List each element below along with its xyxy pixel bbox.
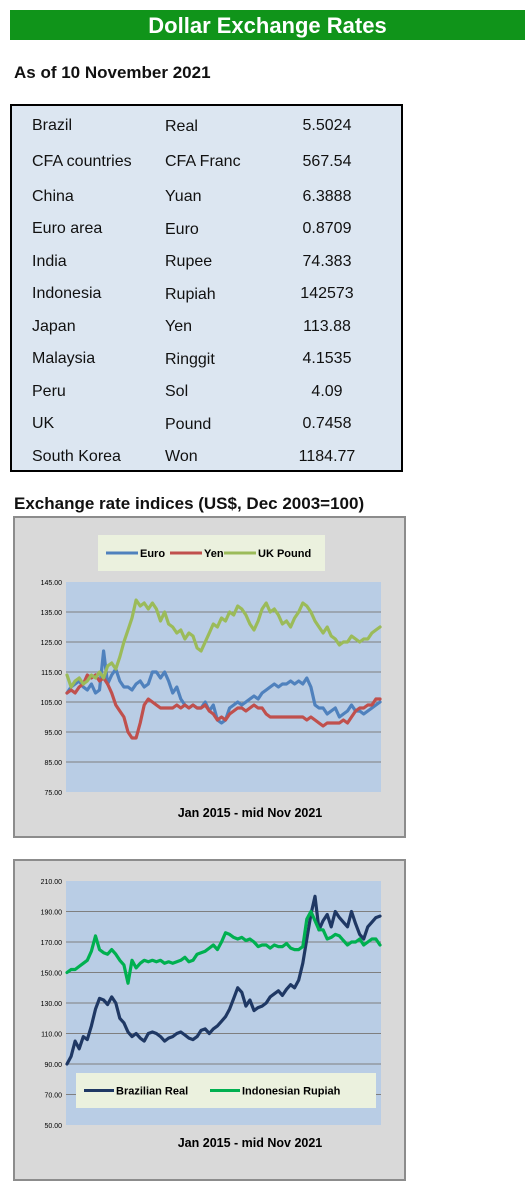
series-line-0 [65,649,382,725]
rate-row: Euro area Euro 0.8709 [32,213,389,246]
y-tick-label: 70.00 [44,1093,62,1100]
y-tick-label: 105.00 [41,700,63,707]
as-of-date: As of 10 November 2021 [14,63,211,82]
currency-cell: Ringgit [165,350,215,368]
rate-row: South Korea Won 1184.77 [32,441,389,474]
legend-label: UK Pound [258,548,311,560]
country-cell: CFA countries [32,152,132,170]
rate-value-cell: 74.383 [302,252,352,270]
exchange-rates-table-panel: Brazil Real 5.5024 CFA countries CFA Franc 56… [10,104,403,472]
y-tick-label: 85.00 [44,760,62,767]
rate-value-cell: 4.09 [311,382,343,400]
currency-cell: CFA Franc [165,153,241,170]
rate-value-cell: 5.5024 [302,117,352,135]
rate-value-cell: 113.88 [303,317,351,335]
y-tick-label: 90.00 [44,1062,62,1069]
currency-cell: Yen [165,318,192,336]
country-cell: Japan [32,317,76,335]
exchange-rates-table: Brazil Real 5.5024 CFA countries CFA Franc 56… [32,110,389,473]
country-cell: UK [32,415,55,433]
indices-heading: Exchange rate indices (US$, Dec 2003=100… [14,494,365,513]
legend-label: Brazilian Real [116,1086,188,1098]
country-cell: Peru [32,382,66,400]
rate-row: India Rupee 74.383 [32,246,389,279]
y-tick-label: 50.00 [44,1123,62,1130]
country-cell: South Korea [32,447,121,465]
x-axis-label: Jan 2015 - mid Nov 2021 [178,806,323,820]
country-cell: Malaysia [32,350,96,368]
rate-value-cell: 0.8709 [302,220,352,238]
y-tick-label: 115.00 [41,670,62,677]
rate-row: China Yuan 6.3888 [32,181,389,214]
currency-cell: Won [165,448,198,466]
y-tick-label: 150.00 [41,971,63,978]
country-cell: Euro area [32,220,103,238]
series-line-0 [65,894,382,1066]
country-cell: Brazil [32,117,73,135]
y-tick-label: 75.00 [44,790,62,797]
y-tick-label: 170.00 [41,940,63,947]
rate-row: UK Pound 0.7458 [32,408,389,441]
legend-label: Indonesian Rupiah [242,1086,341,1098]
y-tick-label: 210.00 [41,879,63,886]
currency-cell: Sol [165,383,189,401]
chart-euro-yen-pound: 145.00 135.00 125.00 115.00 105.00 95.00 85.00… [13,516,406,838]
rate-row: Malaysia Ringgit 4.1535 [32,343,389,376]
chart-euro-yen-pound-svg: 145.00 135.00 125.00 115.00 105.00 95.00 85.00… [41,535,382,820]
y-tick-label: 125.00 [41,640,63,647]
y-tick-label: 130.00 [41,1001,63,1008]
y-tick-label: 110.00 [41,1032,62,1039]
chart-real-rupiah: 210.00 190.00 170.00 150.00 130.00 110.00 90.0… [13,859,406,1181]
page-title-banner: Dollar Exchange Rates [10,10,525,40]
legend-label: Euro [140,548,165,560]
country-cell: India [32,252,67,270]
rate-row: CFA countries CFA Franc 567.54 [32,143,389,181]
currency-cell: Pound [165,415,212,433]
rate-row: Indonesia Rupiah 142573 [32,278,389,311]
series-line-1 [65,673,382,740]
series-line-2 [65,598,382,689]
plot-area [66,582,381,792]
currency-cell: Yuan [165,188,202,206]
rate-value-cell: 4.1535 [302,350,352,368]
y-tick-label: 95.00 [44,730,62,737]
currency-cell: Rupiah [165,285,216,303]
currency-cell: Rupee [165,253,213,271]
rate-value-cell: 1184.77 [298,447,356,465]
legend-label: Yen [204,548,224,560]
y-tick-label: 145.00 [41,580,63,587]
country-cell: China [32,187,74,205]
y-tick-label: 135.00 [41,610,63,617]
rate-row: Peru Sol 4.09 [32,376,389,409]
y-tick-label: 190.00 [41,910,63,917]
rate-value-cell: 142573 [300,285,354,303]
currency-cell: Euro [165,220,199,238]
rate-value-cell: 567.54 [302,152,352,170]
rate-row: Japan Yen 113.88 [32,311,389,344]
rate-row: Brazil Real 5.5024 [32,110,389,143]
x-axis-label: Jan 2015 - mid Nov 2021 [178,1136,323,1150]
chart-real-rupiah-svg: 210.00 190.00 170.00 150.00 130.00 110.00 90.0… [41,879,382,1150]
country-cell: Indonesia [32,285,102,303]
currency-cell: Real [165,117,198,135]
rate-value-cell: 0.7458 [302,415,352,433]
rate-value-cell: 6.3888 [302,187,352,205]
series-line-1 [65,909,382,985]
